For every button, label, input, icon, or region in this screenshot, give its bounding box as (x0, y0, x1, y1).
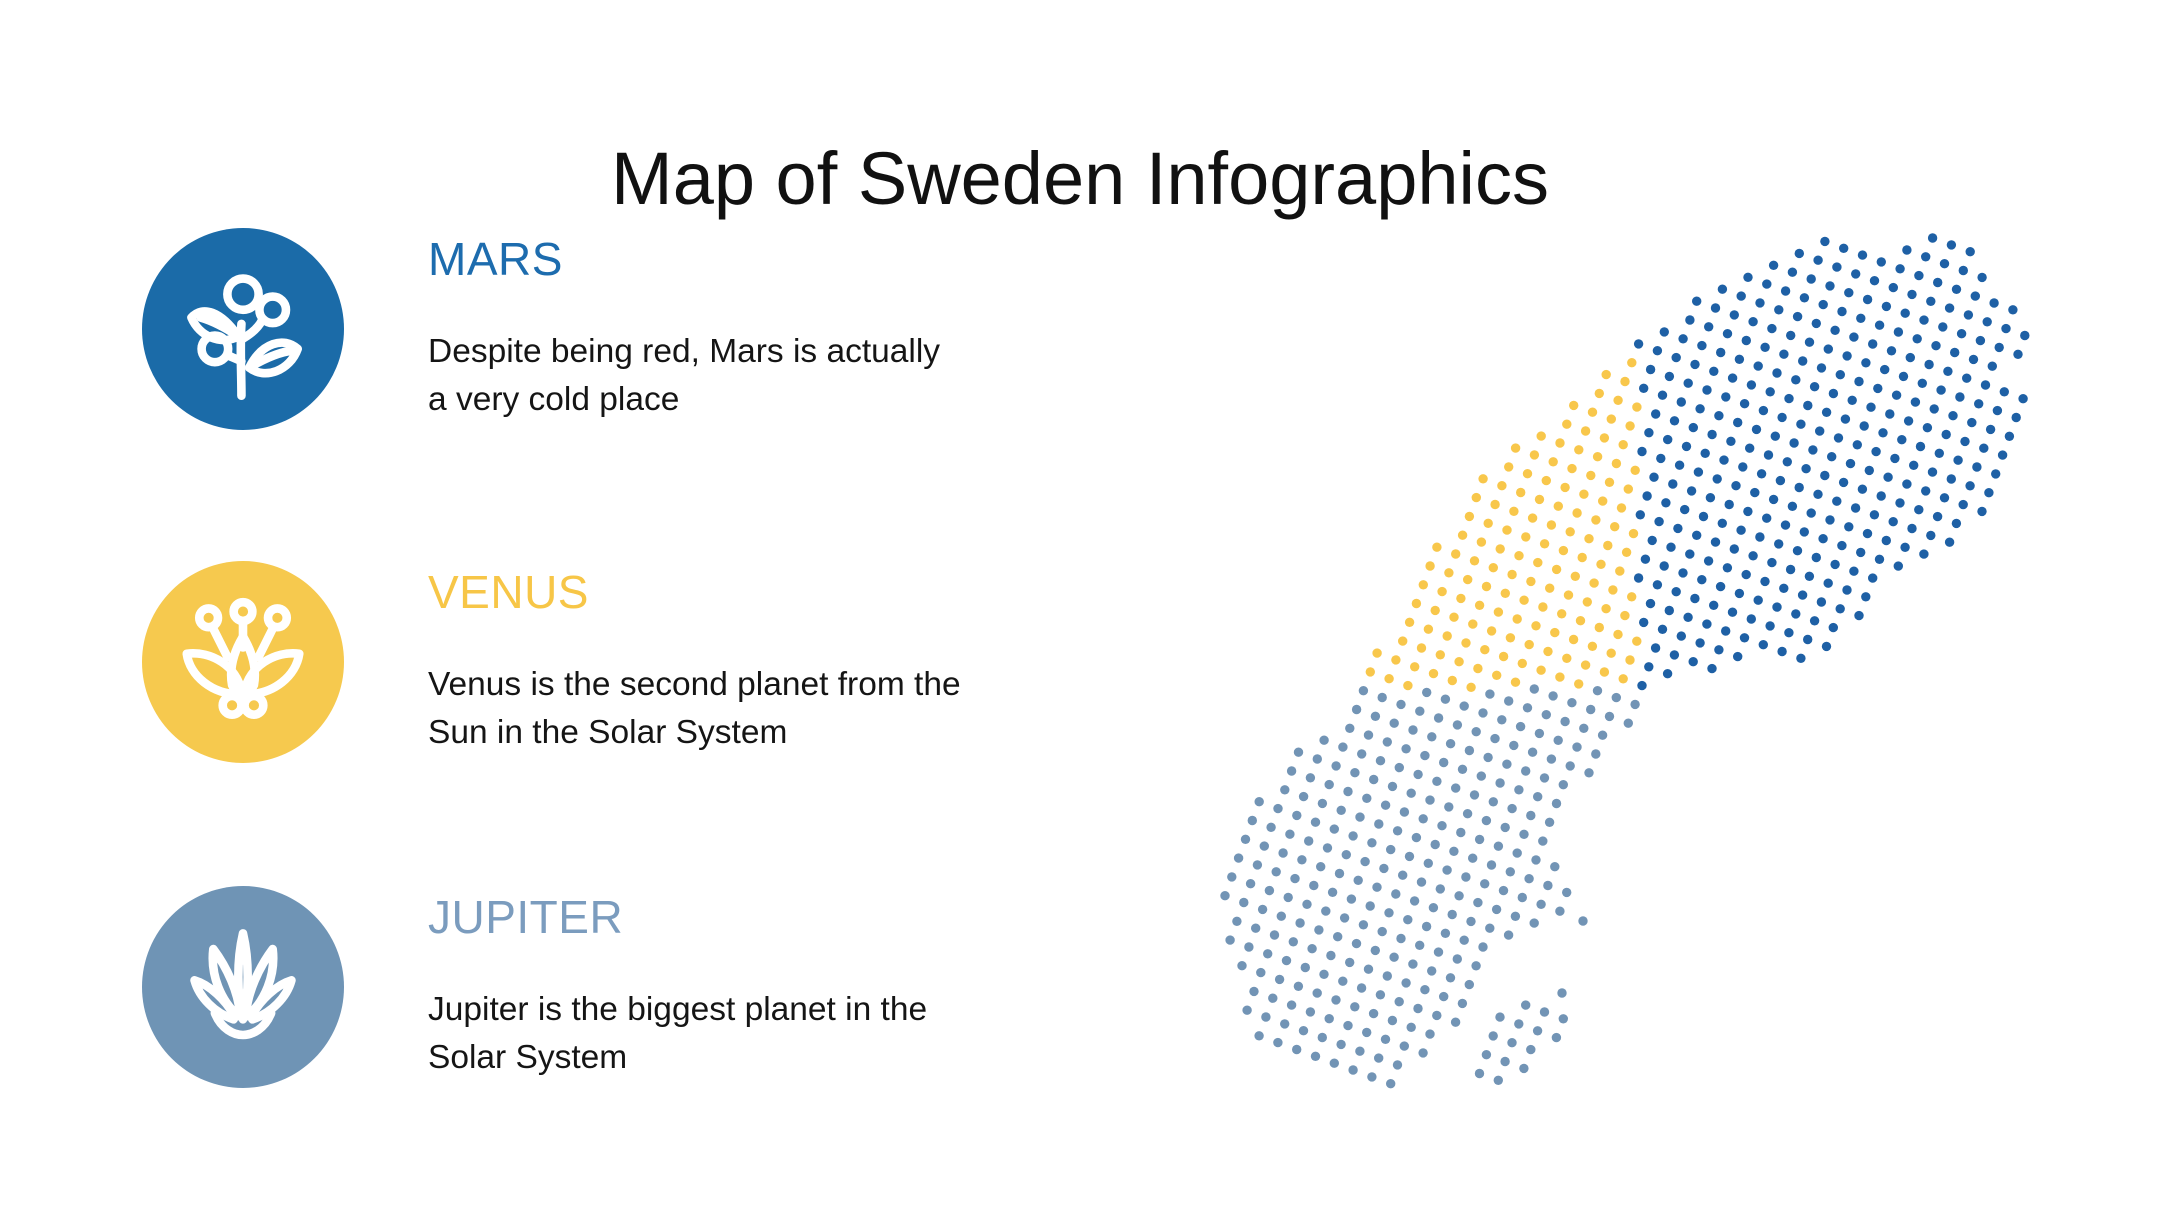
info-row-jupiter: JUPITER Jupiter is the biggest planet in… (142, 886, 1122, 1186)
lotus-flower-icon (168, 585, 318, 740)
page-title: Map of Sweden Infographics (611, 136, 1549, 220)
venus-heading: VENUS (428, 566, 589, 618)
mars-heading: MARS (428, 233, 563, 285)
info-row-venus: VENUS Venus is the second planet from th… (142, 561, 1122, 861)
info-row-mars: MARS Despite being red, Mars is actually… (142, 228, 1122, 528)
jupiter-texts: JUPITER Jupiter is the biggest planet in… (428, 890, 927, 1082)
venus-texts: VENUS Venus is the second planet from th… (428, 565, 961, 757)
sweden-dot-map (1220, 233, 2030, 1089)
jupiter-heading: JUPITER (428, 891, 624, 943)
venus-description: Venus is the second planet from the Sun … (428, 666, 961, 751)
jupiter-description: Jupiter is the biggest planet in the Sol… (428, 991, 928, 1076)
mars-texts: MARS Despite being red, Mars is actually… (428, 232, 940, 424)
berry-branch-icon (168, 252, 318, 407)
venus-circle-badge (142, 561, 344, 763)
mars-circle-badge (142, 228, 344, 430)
mars-description: Despite being red, Mars is actually a ve… (428, 333, 941, 418)
agave-plant-icon (168, 910, 318, 1065)
jupiter-circle-badge (142, 886, 344, 1088)
